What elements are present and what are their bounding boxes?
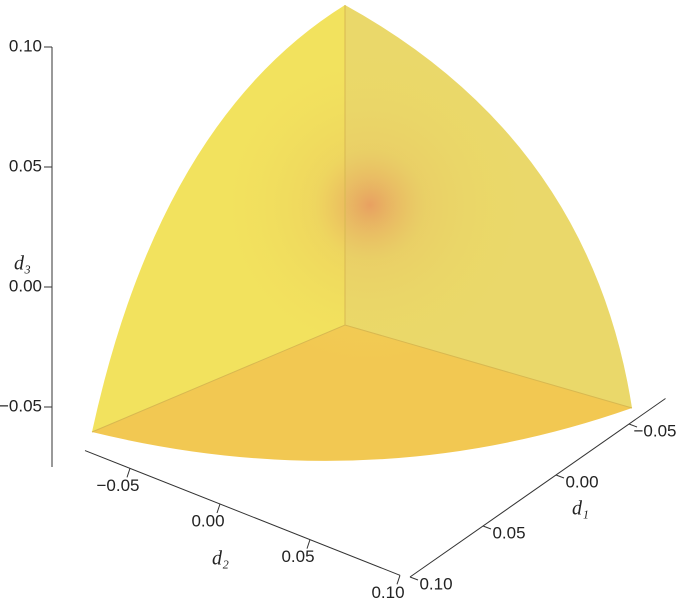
y-tick (396, 575, 401, 585)
z-tick-label: 0.05 (9, 156, 42, 175)
edges (91, 5, 633, 433)
z-tick-label: 0.00 (9, 276, 42, 295)
x-axis (409, 398, 666, 578)
x-tick-label: 0.05 (492, 523, 525, 542)
z-axis-label: d₃ (14, 253, 31, 275)
surface (91, 5, 633, 461)
y-tick (216, 503, 221, 514)
x-tick-label: 0.10 (419, 574, 452, 593)
x-tick (482, 525, 492, 530)
z-tick-label: 0.10 (9, 36, 42, 55)
x-tick (409, 576, 419, 581)
x-tick-label: −0.05 (633, 421, 676, 440)
x-tick (555, 474, 565, 479)
y-tick-label: 0.05 (281, 547, 314, 566)
y-tick-label: 0.00 (191, 511, 224, 530)
x-tick-label: 0.00 (565, 472, 598, 491)
highlight (92, 5, 632, 461)
y-tick-label: −0.05 (96, 476, 139, 495)
y-axis (84, 450, 401, 576)
y-tick-label: 0.10 (371, 583, 404, 602)
z-tick-label: −0.05 (0, 396, 42, 415)
y-axis-label: d₂ (212, 548, 229, 570)
y-tick (126, 468, 131, 478)
x-tick (628, 423, 638, 428)
y-tick (306, 539, 311, 549)
x-axis-label: d₁ (572, 498, 589, 520)
